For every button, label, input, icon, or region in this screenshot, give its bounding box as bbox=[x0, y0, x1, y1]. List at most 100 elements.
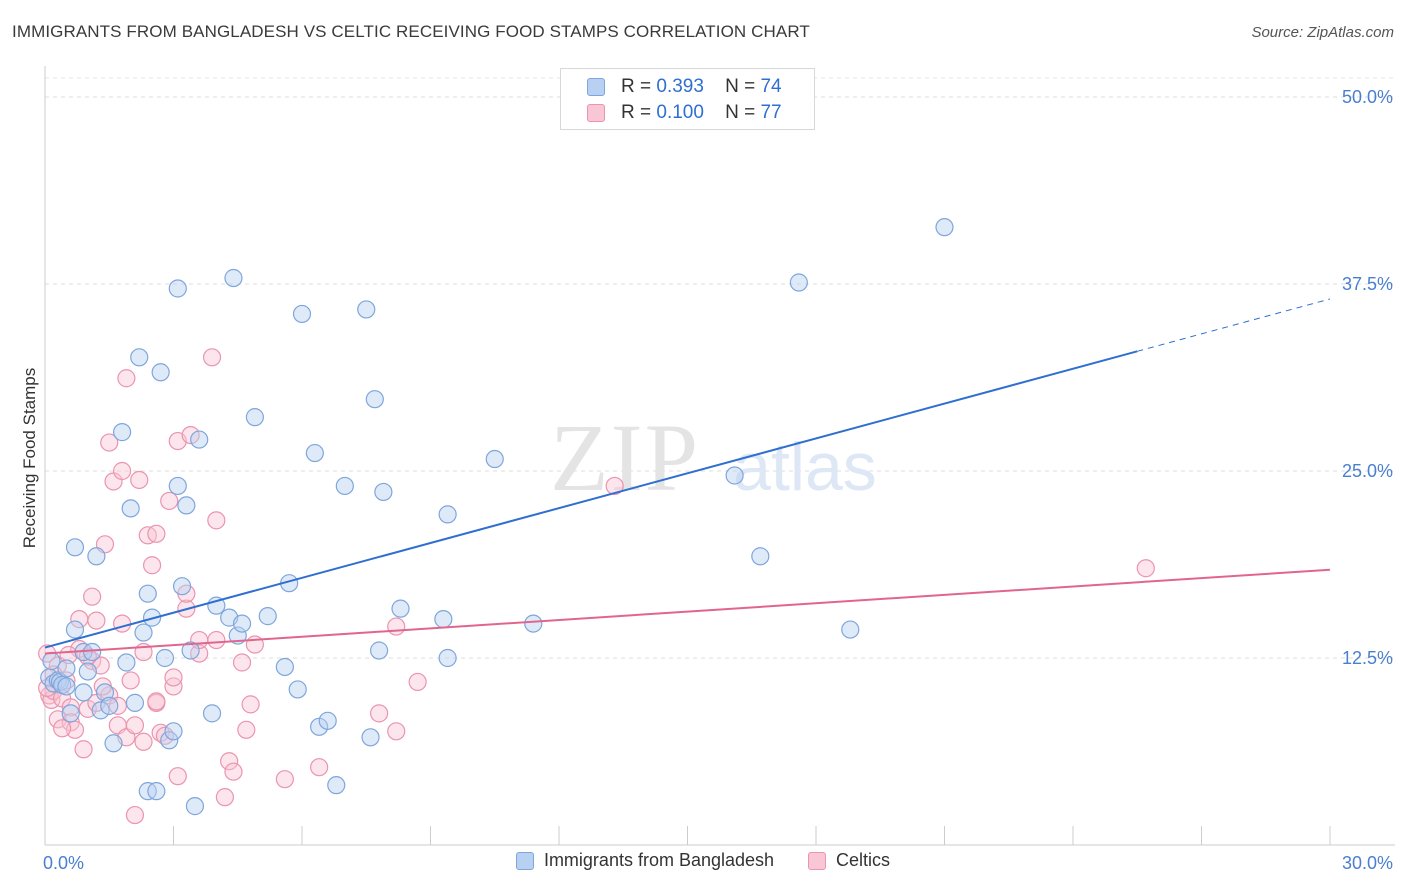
celtics-point bbox=[160, 491, 179, 511]
bangladesh-point bbox=[185, 797, 205, 816]
x-tick-label: 0.0% bbox=[43, 853, 84, 873]
legend-label: Immigrants from Bangladesh bbox=[543, 850, 775, 870]
watermark: ZIP atlas bbox=[550, 404, 877, 511]
bangladesh-point bbox=[130, 348, 149, 367]
n-label: N = bbox=[725, 76, 756, 97]
bangladesh-point bbox=[87, 547, 106, 566]
source-label: Source: ZipAtlas.com bbox=[1251, 24, 1394, 41]
bangladesh-point bbox=[164, 722, 183, 741]
bangladesh-point bbox=[151, 363, 170, 382]
legend-item-celtics[interactable]: Celtics bbox=[808, 850, 890, 871]
bangladesh-point bbox=[74, 683, 93, 702]
celtics-point bbox=[387, 722, 406, 741]
celtics-point bbox=[164, 668, 183, 687]
bangladesh-point bbox=[155, 648, 175, 668]
bangladesh-point bbox=[292, 304, 312, 324]
celtics-point bbox=[121, 671, 140, 690]
y-tick-label: 12.5% bbox=[1342, 648, 1393, 668]
legend-swatch-pink bbox=[808, 851, 827, 870]
bangladesh-point bbox=[100, 696, 119, 715]
chart-title: IMMIGRANTS FROM BANGLADESH VS CELTIC REC… bbox=[12, 22, 810, 41]
r-value: 0.100 bbox=[656, 102, 704, 123]
bangladesh-point bbox=[202, 704, 222, 723]
bangladesh-point bbox=[485, 449, 504, 469]
x-tick-label: 30.0% bbox=[1342, 853, 1393, 873]
bangladesh-point bbox=[361, 728, 380, 747]
bangladesh-point bbox=[177, 496, 196, 515]
stats-legend: R = 0.393 N = 74 R = 0.100 N = 77 bbox=[560, 68, 815, 130]
legend-swatch-blue bbox=[515, 851, 534, 870]
bangladesh-points bbox=[40, 218, 954, 816]
chart-legend: Immigrants from Bangladesh Celtics bbox=[0, 850, 1406, 871]
grid-lines bbox=[45, 77, 1395, 659]
legend-label: Celtics bbox=[836, 850, 891, 870]
celtics-point bbox=[220, 752, 239, 771]
r-value: 0.393 bbox=[656, 76, 704, 97]
celtics-point bbox=[117, 369, 136, 388]
bangladesh-point bbox=[138, 584, 157, 603]
stats-swatch-pink bbox=[587, 104, 605, 122]
bangladesh-point bbox=[935, 218, 954, 237]
bangladesh-point bbox=[288, 680, 307, 699]
celtics-point bbox=[207, 511, 226, 530]
celtics-point bbox=[387, 617, 406, 636]
celtics-point bbox=[100, 433, 119, 452]
celtics-point bbox=[310, 758, 329, 777]
celtics-point bbox=[83, 587, 102, 606]
bangladesh-point bbox=[83, 642, 102, 662]
celtics-point bbox=[605, 476, 624, 496]
bangladesh-point bbox=[104, 734, 123, 753]
bangladesh-point bbox=[181, 641, 200, 660]
celtics-trend-line bbox=[44, 568, 1331, 655]
y-tick-label: 37.5% bbox=[1342, 274, 1393, 294]
celtics-point bbox=[112, 461, 132, 481]
celtics-point bbox=[202, 348, 222, 367]
bangladesh-point bbox=[172, 577, 192, 596]
celtics-point bbox=[370, 704, 389, 723]
bangladesh-point bbox=[57, 659, 76, 678]
r-label: R = bbox=[621, 102, 652, 123]
bangladesh-point bbox=[65, 538, 85, 557]
axes bbox=[44, 66, 1395, 846]
bangladesh-point bbox=[190, 430, 209, 449]
y-tick-label: 25.0% bbox=[1342, 461, 1393, 481]
celtics-point bbox=[147, 524, 166, 543]
bangladesh-point bbox=[335, 476, 354, 496]
bangladesh-point bbox=[112, 423, 132, 442]
bangladesh-point bbox=[160, 731, 179, 750]
bangladesh-point bbox=[134, 623, 153, 642]
bangladesh-point bbox=[275, 657, 294, 677]
y-tick-label: 50.0% bbox=[1342, 87, 1393, 107]
celtics-point bbox=[408, 672, 427, 692]
bangladesh-point bbox=[258, 607, 277, 626]
celtics-point bbox=[215, 788, 234, 807]
celtics-point bbox=[53, 719, 72, 738]
watermark-zip: ZIP bbox=[550, 404, 700, 511]
tick-labels: 12.5% 25.0% 37.5% 50.0% 0.0% 30.0% bbox=[43, 87, 1393, 873]
bangladesh-point bbox=[357, 300, 376, 319]
bangladesh-trend-line bbox=[44, 350, 1138, 649]
bangladesh-point bbox=[232, 614, 252, 633]
bangladesh-point bbox=[147, 782, 166, 801]
celtics-point bbox=[130, 470, 149, 490]
celtics-point bbox=[87, 611, 106, 630]
celtics-point bbox=[181, 425, 200, 445]
legend-item-bangladesh[interactable]: Immigrants from Bangladesh bbox=[515, 850, 775, 871]
bangladesh-point bbox=[841, 620, 860, 639]
celtics-point bbox=[207, 630, 226, 650]
celtics-point bbox=[237, 720, 256, 739]
bangladesh-point bbox=[117, 653, 136, 672]
stats-swatch-blue bbox=[587, 78, 605, 96]
bangladesh-point bbox=[57, 677, 76, 696]
celtics-point bbox=[1136, 559, 1155, 578]
bangladesh-point bbox=[168, 279, 187, 298]
bangladesh-point bbox=[438, 505, 457, 524]
bangladesh-point bbox=[245, 408, 264, 427]
celtics-point bbox=[125, 716, 145, 735]
bangladesh-trend-extension bbox=[1137, 298, 1331, 352]
celtics-point bbox=[168, 767, 187, 786]
bangladesh-point bbox=[725, 466, 744, 485]
bangladesh-point bbox=[91, 701, 110, 720]
celtics-point bbox=[142, 556, 162, 575]
